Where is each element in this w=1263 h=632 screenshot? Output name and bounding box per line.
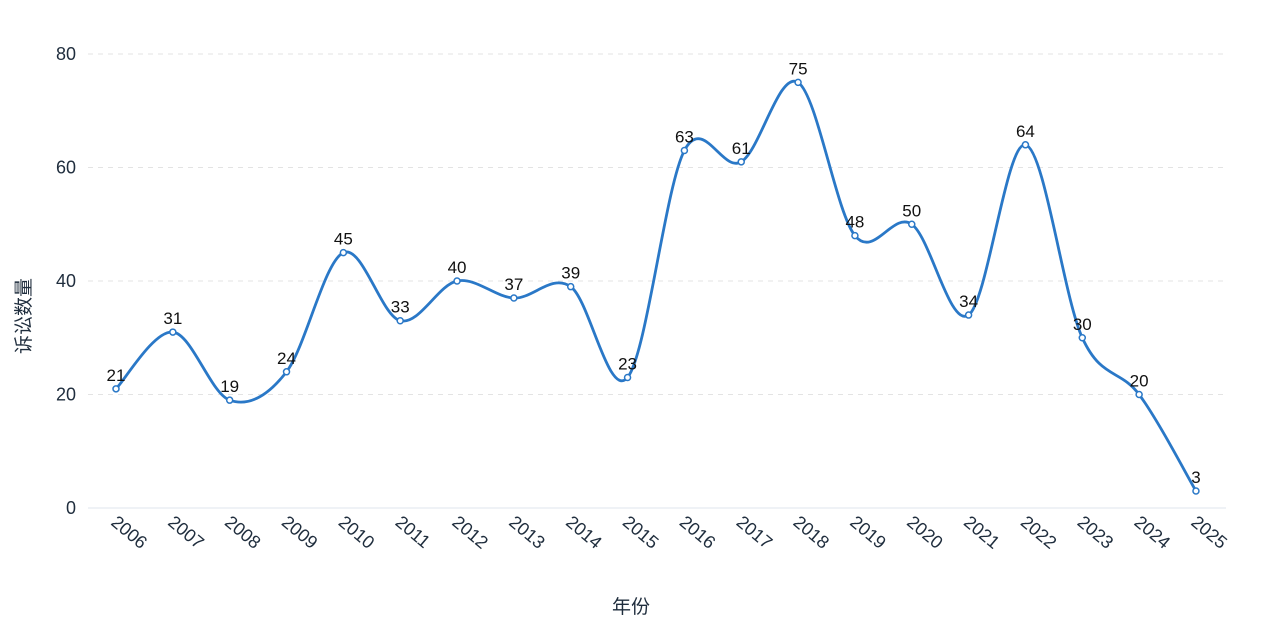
y-axis-title: 诉讼数量 [13, 278, 35, 354]
y-tick-label: 60 [56, 158, 76, 178]
data-point [908, 220, 916, 228]
y-tick-label: 0 [66, 498, 76, 518]
series-line [114, 79, 1198, 492]
data-point [851, 231, 859, 240]
x-tick-label: 2014 [562, 512, 606, 553]
y-tick-label: 40 [56, 271, 76, 291]
x-tick-label: 2010 [335, 512, 379, 553]
data-point [680, 146, 689, 155]
data-label: 23 [618, 354, 637, 373]
data-point [339, 248, 348, 257]
data-label: 45 [334, 230, 353, 249]
data-label: 33 [391, 298, 410, 317]
data-label: 64 [1016, 122, 1035, 141]
x-tick-label: 2008 [221, 512, 265, 553]
data-label: 3 [1191, 468, 1200, 487]
data-point [964, 311, 973, 319]
data-label: 61 [732, 139, 751, 158]
data-label: 63 [675, 127, 694, 146]
data-point [737, 158, 745, 166]
data-point [453, 277, 461, 285]
data-point [282, 368, 291, 376]
data-label: 75 [789, 59, 808, 78]
data-label: 19 [220, 377, 239, 396]
data-point [169, 328, 177, 336]
data-point [623, 373, 632, 382]
data-point [1078, 334, 1087, 342]
x-tick-label: 2012 [448, 512, 492, 553]
x-tick-label: 2007 [164, 512, 208, 553]
x-axis-ticks: 2006 2007 2008 2009 2010 2011 2012 2013 2014 2015… [107, 512, 1230, 553]
data-label: 34 [959, 292, 978, 311]
data-point [396, 316, 404, 325]
data-point [112, 385, 120, 393]
data-label: 31 [163, 309, 182, 328]
x-axis-title: 年份 [612, 596, 650, 618]
x-tick-label: 2022 [1017, 512, 1061, 553]
x-tick-label: 2017 [733, 512, 777, 553]
data-label: 24 [277, 349, 296, 368]
x-tick-label: 2019 [846, 512, 890, 553]
data-point [1021, 141, 1030, 149]
x-tick-label: 2018 [790, 512, 834, 553]
data-labels: 21 31 19 24 45 33 40 37 39 23 63 61 75 48 50 34 64 30 20 3 [107, 59, 1201, 487]
data-point [794, 78, 802, 87]
x-tick-label: 2024 [1131, 512, 1175, 553]
series-group [112, 78, 1200, 495]
gridlines [88, 53, 1226, 395]
x-tick-label: 2013 [505, 512, 549, 553]
data-point [566, 282, 575, 291]
data-label: 50 [902, 201, 921, 220]
data-label: 48 [845, 213, 864, 232]
x-tick-label: 2025 [1187, 512, 1231, 553]
y-tick-label: 80 [56, 44, 76, 64]
data-point [510, 294, 518, 302]
x-tick-label: 2016 [676, 512, 720, 553]
data-label: 20 [1130, 372, 1149, 391]
x-tick-label: 2011 [392, 512, 435, 552]
data-point [225, 396, 234, 404]
data-label: 37 [504, 275, 523, 294]
x-tick-label: 2021 [960, 512, 1004, 553]
y-axis-ticks: 0 20 40 60 80 [56, 44, 76, 518]
x-tick-label: 2015 [619, 512, 663, 553]
data-point [1135, 390, 1143, 399]
y-tick-label: 20 [56, 385, 76, 405]
data-label: 39 [561, 264, 580, 283]
x-tick-label: 2006 [107, 512, 151, 553]
x-tick-label: 2020 [903, 512, 947, 553]
x-tick-label: 2009 [278, 512, 322, 553]
data-label: 30 [1073, 315, 1092, 334]
data-label: 40 [448, 258, 467, 277]
x-tick-label: 2023 [1074, 512, 1118, 553]
data-label: 21 [107, 366, 126, 385]
data-point [1192, 487, 1200, 495]
